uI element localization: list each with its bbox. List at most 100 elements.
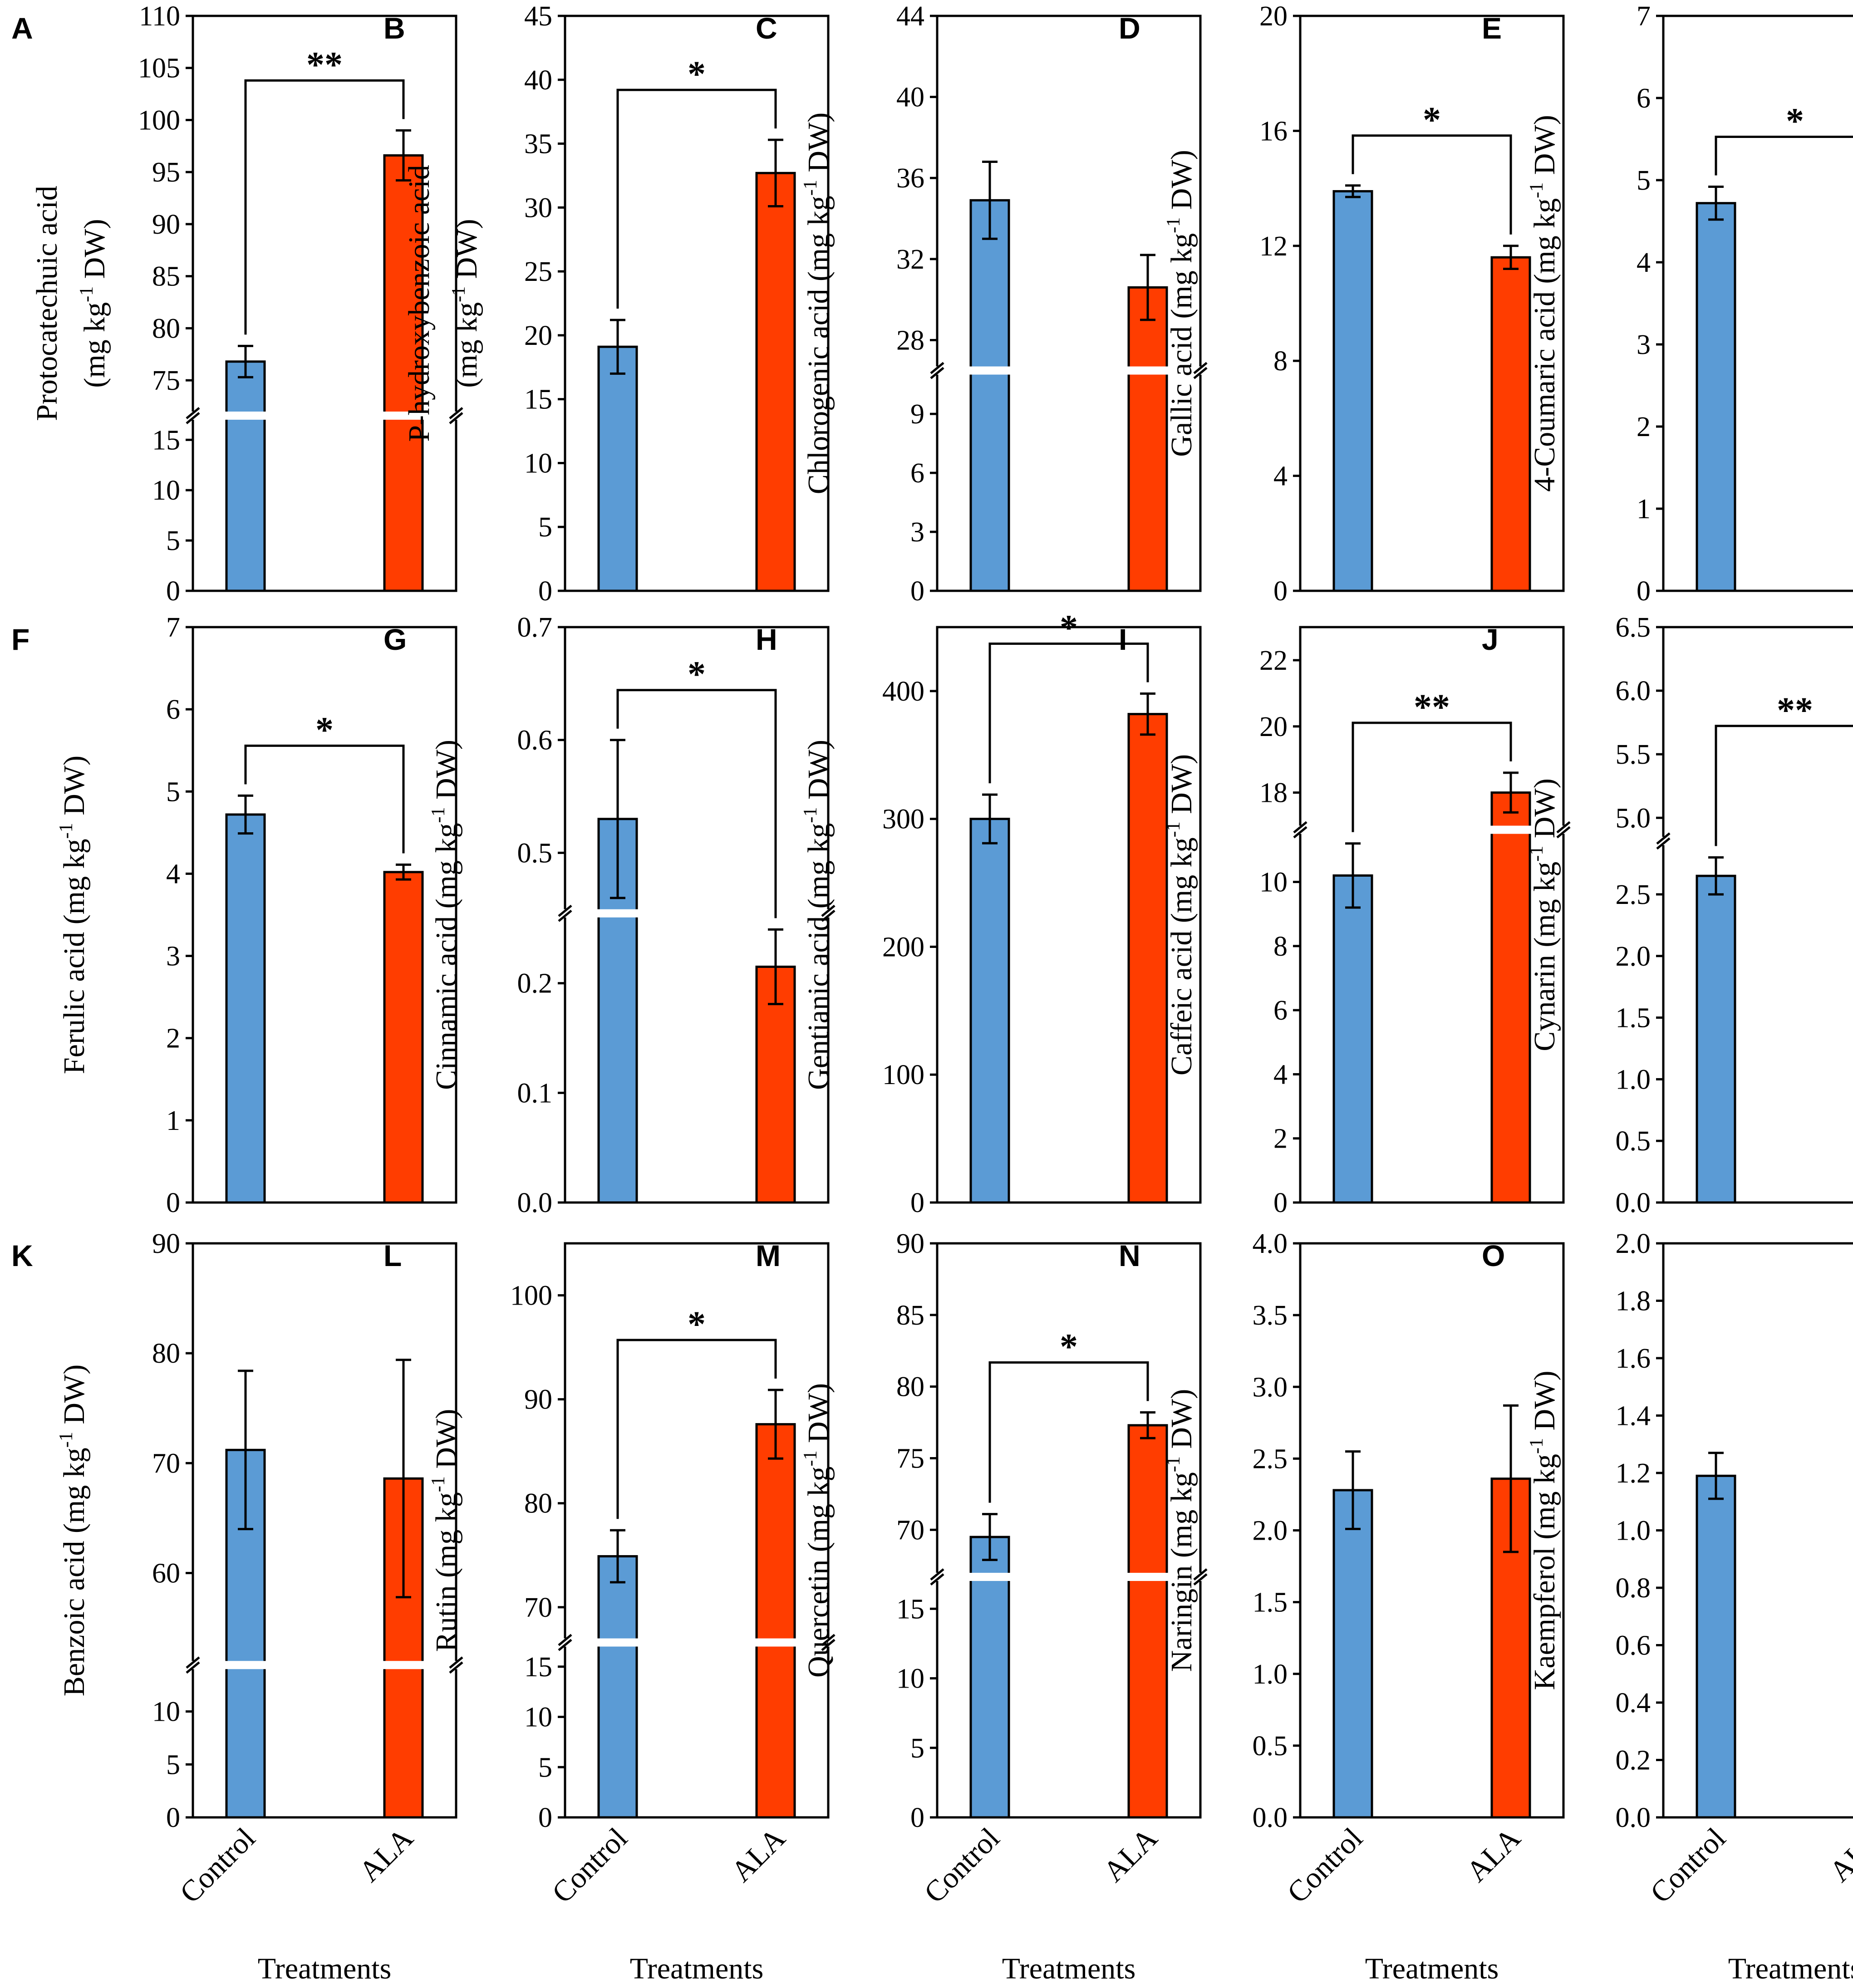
axis-break-gap (1295, 825, 1569, 834)
plot-frame (936, 15, 1202, 592)
y-tick-label: 20 (524, 320, 552, 351)
y-axis-title: Benzoic acid (mg kg-1 DW) (56, 1365, 91, 1696)
break-mark (449, 1661, 463, 1674)
y-tick-label: 5 (538, 512, 552, 543)
break-mark (558, 904, 572, 917)
y-tick-label: 2.5 (1253, 1443, 1288, 1474)
significance-bracket (1715, 135, 1853, 176)
break-mark (186, 1661, 200, 1674)
y-tick-label: 100 (510, 1281, 552, 1311)
y-tick-label: 0 (910, 1802, 924, 1833)
y-tick-label: 0.6 (1616, 1630, 1651, 1661)
y-tick-label: 8 (1273, 931, 1288, 962)
y-tick-label: 3 (910, 517, 924, 548)
y-tick-label: 0 (1637, 576, 1651, 607)
ylabel-text: (mg kg (78, 302, 111, 388)
y-tick-label: 0 (166, 576, 180, 607)
plot-frame (192, 626, 457, 1204)
y-tick-label: 10 (1259, 867, 1288, 898)
ylabel-text: DW) (78, 219, 111, 286)
ylabel-text: DW) (58, 756, 91, 823)
y-tick-label: 32 (896, 244, 924, 275)
significance-bracket (1352, 722, 1512, 832)
y-tick-label: 1 (1637, 494, 1651, 525)
ylabel-text: DW) (1165, 150, 1198, 217)
y-tick-label: 12 (1259, 231, 1288, 262)
break-mark (186, 407, 200, 419)
bar-control (1332, 190, 1373, 592)
bar-ala (1127, 713, 1168, 1204)
axis-break-gap (560, 1638, 834, 1647)
y-tick-label: 10 (896, 1664, 924, 1694)
plot-frame (564, 15, 830, 592)
break-mark (558, 1639, 572, 1651)
bar-control (1696, 874, 1736, 1204)
panel-letter: B (383, 11, 405, 45)
ylabel-text: Ferulic acid (mg kg (58, 839, 91, 1074)
ylabel-superscript: -1 (1163, 217, 1184, 233)
y-tick-label: 5 (1637, 165, 1651, 196)
y-tick-label: 9 (910, 399, 924, 430)
significance-bracket (244, 79, 405, 335)
y-tick-label: 0 (166, 1802, 180, 1833)
bar-control (225, 813, 266, 1204)
y-axis-title: (mg kg-1 DW) (76, 219, 111, 388)
significance-stars: * (1060, 1327, 1078, 1367)
y-axis-title: Gentianic acid (mg kg-1 DW) (800, 740, 835, 1090)
panel-letter: J (1482, 623, 1499, 656)
y-tick-label: 105 (138, 53, 180, 84)
break-mark (930, 1573, 944, 1585)
ylabel-text: DW) (1528, 1371, 1561, 1438)
y-tick-label: 10 (524, 1702, 552, 1733)
break-mark (821, 904, 836, 917)
ylabel-superscript: -1 (800, 807, 821, 823)
break-mark (1293, 821, 1307, 834)
break-mark (1193, 1573, 1208, 1585)
axis-break-gap (187, 1661, 462, 1669)
y-tick-label: 40 (896, 82, 924, 113)
y-tick-label: 60 (152, 1558, 180, 1589)
significance-stars: * (315, 710, 334, 750)
y-tick-label: 45 (524, 1, 552, 32)
y-tick-label: 25 (524, 256, 552, 287)
ylabel-superscript: -1 (1163, 1456, 1184, 1472)
ylabel-superscript: -1 (800, 1450, 821, 1466)
ylabel-text: DW) (1528, 778, 1561, 845)
y-tick-label: 0 (910, 576, 924, 607)
y-tick-label: 110 (139, 1, 180, 32)
x-axis-title: Treatments (630, 1952, 764, 1985)
panel-letter: E (1482, 11, 1502, 45)
panel-letter: K (11, 1239, 33, 1272)
plot-frame (1662, 1242, 1853, 1819)
x-tick-label: ALA (725, 1821, 792, 1889)
panel-letter: C (756, 11, 777, 45)
y-tick-label: 90 (152, 209, 180, 240)
bar-ala (1490, 791, 1531, 1204)
y-tick-label: 6 (1637, 83, 1651, 114)
y-tick-label: 0.0 (517, 1188, 553, 1218)
x-axis-title: Treatments (1365, 1952, 1499, 1985)
y-tick-label: 1 (166, 1105, 180, 1136)
y-tick-label: 2 (1273, 1124, 1288, 1154)
panel-n: 0.0 0.5 1.0 1.5 2.0 2.5 3.0 3.5 4.0 Naringin (mg … (1119, 1228, 1565, 1985)
significance-bracket (616, 88, 777, 309)
ylabel-text: DW) (802, 740, 835, 807)
y-tick-label: 28 (896, 325, 924, 356)
break-mark (1556, 826, 1571, 839)
significance-stars: ** (1414, 687, 1450, 727)
ylabel-text: Gallic acid (mg kg (1165, 233, 1198, 457)
y-tick-label: 4 (1637, 247, 1651, 278)
panel-letter: L (383, 1239, 402, 1272)
x-axis-title: Treatments (1728, 1952, 1853, 1985)
panel-letter: N (1119, 1239, 1140, 1272)
break-mark (930, 362, 944, 374)
y-tick-label: 85 (896, 1300, 924, 1331)
ylabel-text: DW) (450, 219, 483, 286)
panel-e: 0 1 2 3 4 5 6 7 4-Coumaric acid (mg kg-1 DW) E * (1482, 1, 1853, 607)
break-mark (821, 1634, 836, 1646)
y-tick-label: 75 (152, 365, 180, 396)
